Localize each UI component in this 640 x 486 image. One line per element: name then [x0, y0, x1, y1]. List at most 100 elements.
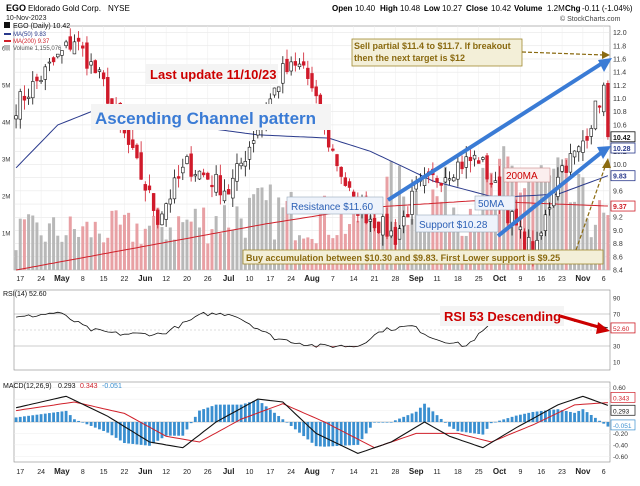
volume-bar [231, 230, 235, 270]
volume-bar [539, 165, 543, 270]
macd-hist-bar [427, 407, 431, 422]
x-tick-label-top: 6 [602, 276, 606, 283]
x-tick-label-top: 26 [204, 276, 212, 283]
volume-bar [498, 158, 502, 270]
candle-body [564, 165, 568, 173]
macd-legend-prefix: MACD(12,26,9) [3, 383, 52, 390]
x-tick-label-top: 20 [183, 276, 191, 283]
open-label: Open [332, 4, 353, 13]
volume-bar [110, 210, 114, 270]
candle-body [89, 61, 93, 66]
price-tick-label: 10.0 [613, 162, 627, 169]
macd-hist-bar [314, 422, 318, 447]
volume-bar [560, 164, 564, 270]
price-tag-label: 9.83 [613, 174, 627, 181]
macd-hist-bar [431, 411, 435, 422]
macd-hist-bar [418, 407, 422, 422]
volume-bar [389, 160, 393, 270]
candle-body [72, 41, 77, 55]
candle-body [547, 207, 552, 210]
candle-body [172, 177, 177, 200]
candle-body [35, 76, 39, 82]
close-label: Close [466, 4, 488, 13]
candle-body [577, 146, 581, 153]
x-tick-label-bottom: 9 [518, 469, 522, 476]
macd-hist-bar [243, 403, 247, 422]
candle-body [593, 100, 598, 130]
macd-hist-bar [193, 416, 197, 422]
macd-hist-bar [152, 422, 156, 444]
volume-bar [93, 221, 97, 270]
volume-legend: Volume 1,155,076 [13, 46, 62, 52]
macd-hist-bar [598, 420, 601, 422]
macd-hist-bar [248, 402, 251, 422]
macd-hist-bar [235, 404, 239, 422]
macd-panel: 0.600.400.200.00-0.20-0.40-0.600.3430.29… [13, 381, 636, 463]
macd-hist-bar [352, 422, 356, 446]
volume-bar [556, 157, 560, 270]
volume-bar [18, 218, 22, 270]
volume-bar [364, 195, 368, 270]
ma50-legend: MA(50) 9.83 [13, 32, 47, 38]
volume-bar [22, 219, 26, 270]
x-tick-label-bottom: 18 [454, 469, 462, 476]
macd-hist-bar [310, 422, 314, 443]
volume-bar [585, 218, 589, 270]
x-tick-label-bottom: Jul [223, 467, 235, 476]
candle-body [331, 148, 335, 151]
macd-hist-bar [168, 422, 172, 436]
candle-body [464, 156, 468, 168]
x-tick-label-top: 17 [16, 276, 24, 283]
watermark: © StockCharts.com [560, 15, 621, 23]
x-tick-label-top: 25 [475, 276, 483, 283]
x-tick-label-top: 14 [350, 276, 358, 283]
macd-hist-bar [14, 417, 18, 422]
price-tag-box [610, 170, 636, 182]
price-tag-box [610, 142, 636, 154]
macd-tick-label: -0.40 [613, 442, 628, 449]
volume-bar [202, 207, 206, 270]
candle-body [518, 226, 523, 231]
x-tick-label-bottom: 28 [391, 469, 399, 476]
macd-hist-bar [110, 422, 114, 436]
macd-hist-bar [423, 403, 426, 422]
volume-bar [452, 207, 456, 270]
volume-bar [602, 212, 606, 270]
x-tick-label-top: 12 [162, 276, 170, 283]
x-tick-label-bottom: 7 [331, 469, 335, 476]
sell-partial-text: Sell partial $11.4 to $11.7. If breakout… [354, 41, 511, 63]
volume-bar [164, 239, 168, 270]
macd-hist-bar [514, 415, 518, 422]
macd-tick-label: 0.60 [613, 385, 626, 392]
macd-hist-bar [602, 422, 606, 424]
volume-bar [77, 236, 81, 270]
macd-hist-bar [198, 410, 201, 422]
volume-bar [289, 191, 293, 270]
support-box [415, 214, 499, 233]
macd-hist-bar [273, 412, 276, 422]
volume-bar [318, 212, 322, 270]
candle-body [43, 66, 47, 80]
volume-bar [439, 201, 443, 270]
candle-body [226, 189, 231, 195]
macd-hist-bar [552, 409, 556, 422]
candle-body [506, 210, 510, 224]
price-tick-label: 8.4 [613, 268, 623, 275]
macd-hist-bar [89, 422, 93, 426]
candle-body [460, 161, 464, 170]
target-dashed-line [521, 51, 605, 56]
candle-body [410, 190, 414, 215]
ma200-annotation: 200MA [506, 171, 538, 182]
candle-body [193, 174, 198, 177]
target-arrowhead [602, 51, 610, 59]
low-label: Low [424, 4, 441, 13]
chg-label: Chg [565, 4, 581, 13]
high-value: 10.48 [400, 4, 421, 13]
macd-hist-bar [164, 422, 168, 436]
volume-bar [581, 177, 585, 270]
candle-body [231, 177, 235, 199]
macd-hist-bar [464, 422, 468, 433]
macd-hist-bar [214, 404, 218, 422]
candle-body [606, 83, 610, 138]
candle-body [447, 178, 452, 181]
